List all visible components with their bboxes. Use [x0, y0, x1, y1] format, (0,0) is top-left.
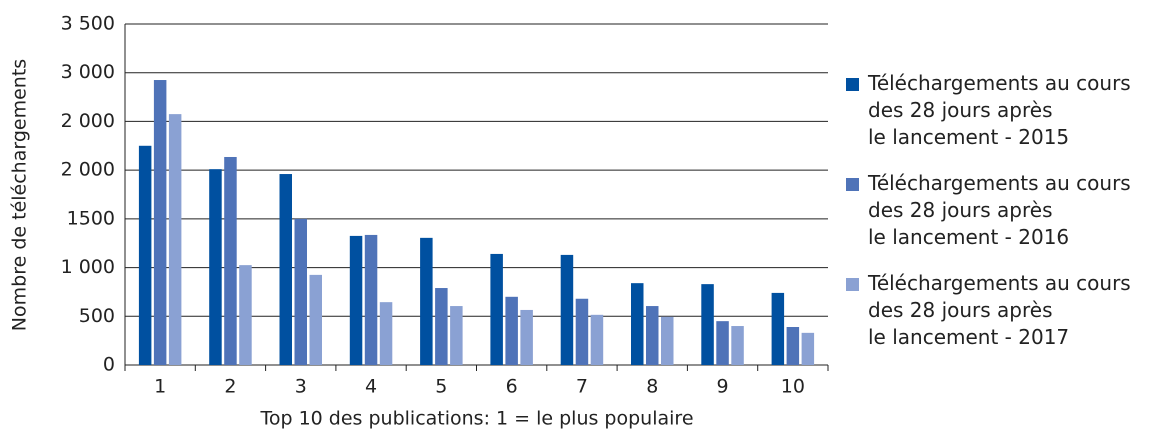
bar	[309, 274, 322, 365]
legend-label: Téléchargements au cours des 28 jours ap…	[868, 271, 1131, 349]
x-tick-label: 7	[576, 376, 588, 398]
legend: Téléchargements au cours des 28 jours ap…	[846, 70, 1131, 370]
bar	[224, 156, 237, 365]
y-tick-label: 2 000	[61, 159, 115, 181]
bar	[279, 174, 292, 365]
bar	[294, 218, 307, 365]
x-tick-label: 6	[506, 376, 518, 398]
bar	[731, 326, 744, 365]
y-tick-label: 500	[79, 305, 115, 327]
bar	[505, 296, 518, 365]
y-tick-label: 1500	[67, 207, 115, 229]
bar	[575, 298, 589, 365]
bar	[138, 145, 152, 365]
y-tick-label: 0	[103, 354, 115, 376]
bar	[420, 237, 433, 365]
bar	[153, 80, 167, 366]
bar	[349, 235, 363, 365]
legend-item: Téléchargements au cours des 28 jours ap…	[846, 70, 1131, 170]
y-tick-label: 3 000	[61, 61, 115, 83]
bar	[701, 284, 714, 365]
y-tick-label: 2 000	[61, 110, 115, 132]
bar	[379, 302, 393, 365]
bar	[520, 309, 533, 365]
bar	[801, 332, 815, 365]
bar	[716, 321, 729, 365]
bar	[450, 306, 463, 365]
x-tick-label: 2	[224, 376, 236, 398]
x-tick-label: 10	[781, 376, 805, 398]
x-tick-label: 5	[435, 376, 447, 398]
x-tick-label: 9	[717, 376, 729, 398]
y-tick-label: 1 000	[61, 256, 115, 278]
x-tick-label: 4	[365, 376, 377, 398]
bar	[771, 292, 785, 365]
bar	[168, 114, 182, 365]
bar	[435, 288, 448, 365]
x-axis-label: Top 10 des publications: 1 = le plus pop…	[259, 408, 693, 430]
bar	[590, 314, 604, 365]
y-axis-label: Nombre de téléchargements	[9, 59, 31, 331]
legend-swatch	[846, 278, 859, 291]
legend-label: Téléchargements au cours des 28 jours ap…	[868, 171, 1131, 249]
y-tick-label: 3 500	[61, 13, 115, 35]
bar	[560, 254, 574, 365]
bar	[631, 283, 644, 365]
legend-swatch	[846, 178, 859, 191]
x-tick-label: 3	[295, 376, 307, 398]
bar	[209, 169, 222, 365]
x-tick-label: 1	[154, 376, 166, 398]
bar	[646, 306, 659, 365]
bar	[364, 234, 378, 365]
x-tick-label: 8	[646, 376, 658, 398]
bar	[490, 253, 503, 365]
legend-item: Téléchargements au cours des 28 jours ap…	[846, 170, 1131, 270]
bar	[661, 316, 674, 365]
legend-label: Téléchargements au cours des 28 jours ap…	[868, 71, 1131, 149]
legend-item: Téléchargements au cours des 28 jours ap…	[846, 270, 1131, 370]
bar	[786, 327, 800, 365]
bar	[239, 265, 252, 365]
legend-swatch	[846, 78, 859, 91]
